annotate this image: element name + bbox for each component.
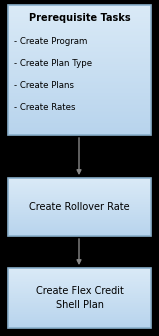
Text: Create Rollover Rate: Create Rollover Rate bbox=[29, 202, 130, 212]
Text: - Create Plan Type: - Create Plan Type bbox=[14, 59, 92, 68]
Text: Prerequisite Tasks: Prerequisite Tasks bbox=[29, 13, 130, 23]
Text: - Create Rates: - Create Rates bbox=[14, 103, 76, 112]
Text: - Create Plans: - Create Plans bbox=[14, 81, 74, 90]
Text: Create Flex Credit
Shell Plan: Create Flex Credit Shell Plan bbox=[36, 286, 123, 309]
Text: - Create Program: - Create Program bbox=[14, 37, 87, 46]
